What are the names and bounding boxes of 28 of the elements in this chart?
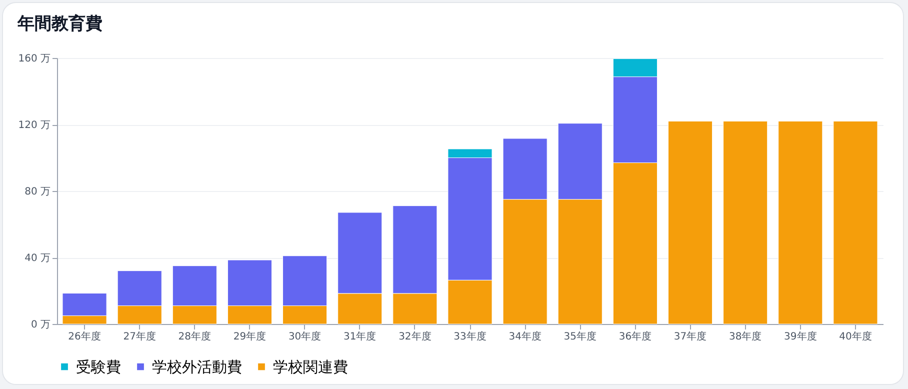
y-tick-label: 0 万	[30, 320, 50, 330]
bar	[778, 120, 823, 324]
x-tick-label: 36年度	[618, 330, 652, 342]
x-tick-label: 33年度	[454, 330, 486, 342]
x-tick-label: 34年度	[508, 330, 542, 342]
x-tick-label: 37年度	[674, 330, 707, 342]
y-tick-label: 40 万	[24, 253, 50, 264]
x-tick-label: 35年度	[564, 330, 596, 342]
x-tick-label: 32年度	[398, 330, 432, 342]
x-tick-label: 39年度	[784, 330, 817, 342]
y-tick-label: 160 万	[18, 54, 50, 64]
y-tick-label: 80 万	[24, 186, 50, 198]
x-tick-label: 30年度	[288, 330, 322, 342]
bar	[833, 120, 878, 324]
legend-label: 学校関連費	[273, 358, 348, 376]
x-tick-label: 26年度	[68, 330, 101, 342]
chart-title: 年間教育費	[16, 13, 103, 34]
bar	[723, 120, 768, 324]
legend-label: 学校外活動費	[152, 358, 242, 376]
y-tick-label: 120 万	[18, 120, 50, 131]
legend-label: 受験費	[76, 358, 121, 376]
x-tick-label: 38年度	[728, 330, 762, 342]
x-tick-label: 31年度	[344, 330, 376, 342]
bar	[668, 120, 713, 324]
x-tick-label: 29年度	[233, 330, 266, 342]
x-tick-label: 40年度	[839, 330, 872, 342]
x-tick-label: 27年度	[123, 330, 156, 342]
x-tick-label: 28年度	[178, 330, 212, 342]
